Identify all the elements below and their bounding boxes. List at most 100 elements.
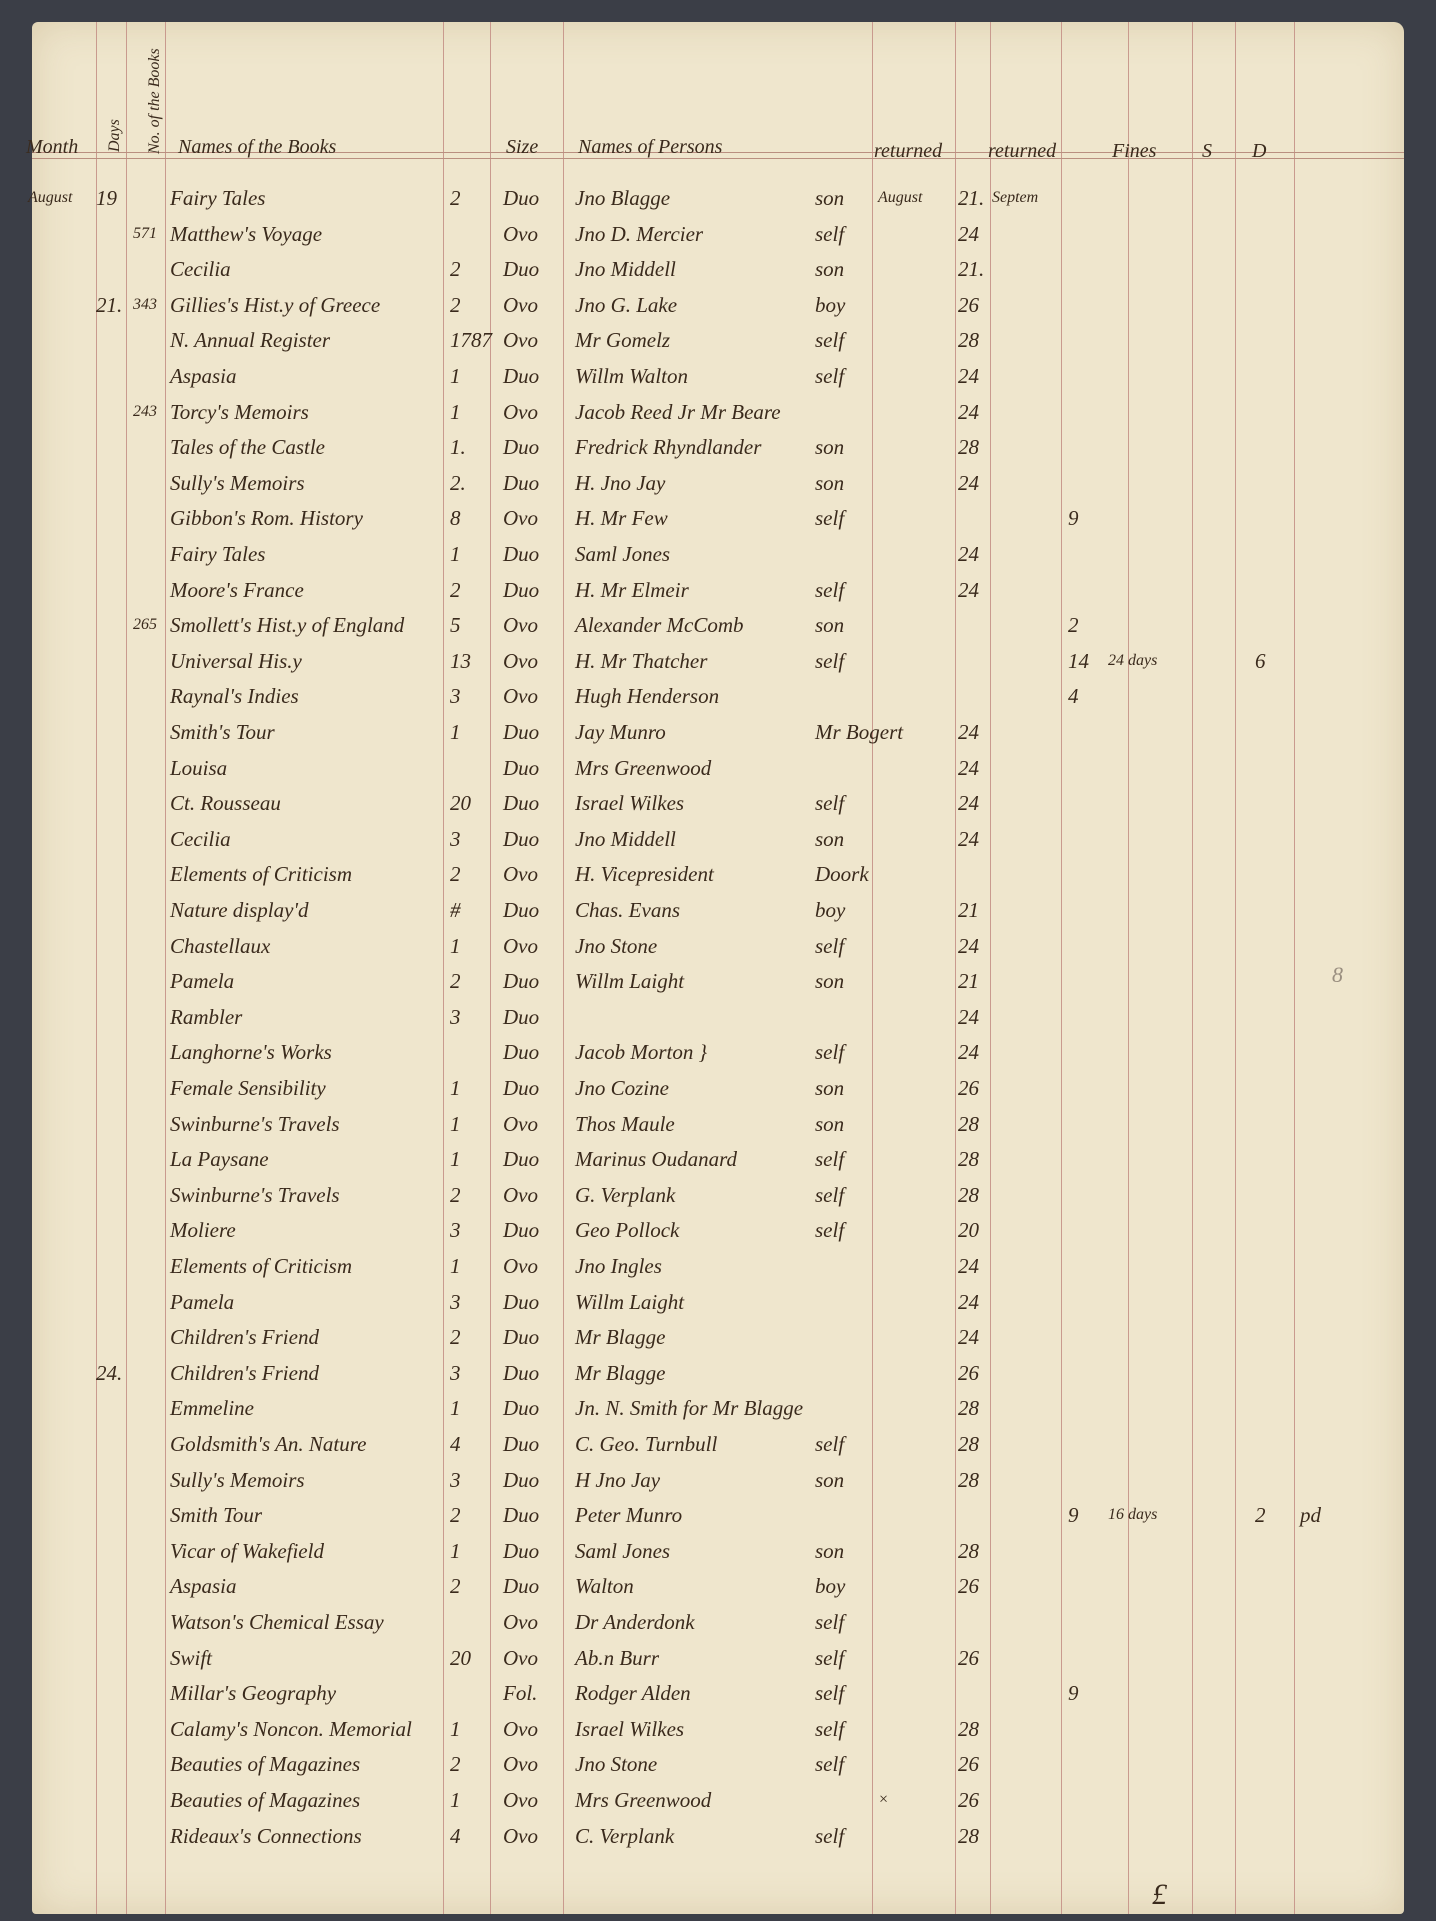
cell-vols: 2 — [450, 1752, 461, 1777]
cell-by: self — [815, 328, 845, 353]
cell-person: Willm Laight — [575, 969, 685, 994]
cell-person: Jno Cozine — [575, 1076, 669, 1100]
header-shillings: S — [1202, 140, 1212, 162]
cell-by: self — [815, 1182, 845, 1207]
cell-fines: 4 — [1068, 684, 1079, 709]
cell-ret-day: 24 — [958, 1040, 979, 1065]
column-rule — [990, 22, 991, 1914]
cell-vols: 2 — [450, 969, 461, 994]
cell-person: Jacob Reed Jr Mr Beare — [575, 399, 781, 424]
cell-size: Ovo — [503, 328, 538, 353]
cell-size: Duo — [503, 435, 540, 460]
cell-vols: 1 — [450, 364, 461, 388]
cell-person: Mrs Greenwood — [575, 755, 712, 780]
cell-ret-day: 21. — [958, 186, 985, 210]
cell-title: Smollett's Hist.y of England — [170, 613, 405, 638]
cell-title: Moore's France — [170, 577, 304, 602]
cell-ret-day: 28 — [958, 1182, 979, 1207]
header-returned-2: returned — [988, 140, 1057, 162]
cell-ret-day: 24 — [958, 933, 979, 958]
cell-person: Dr Anderdonk — [575, 1610, 695, 1634]
cell-person: H. Jno Jay — [575, 470, 666, 495]
cell-size: Duo — [503, 1218, 540, 1243]
cell-fines: 2 — [1068, 613, 1079, 638]
cell-title: Beauties of Magazines — [170, 1788, 361, 1812]
cell-size: Duo — [503, 1076, 540, 1100]
column-rule — [872, 22, 873, 1914]
cell-size: Duo — [503, 969, 540, 994]
cell-by: self — [815, 1432, 845, 1456]
cell-by: self — [815, 506, 845, 531]
cell-vols: 1 — [450, 720, 461, 744]
cell-ret-day: 24 — [958, 826, 979, 851]
cell-ret-day: 28 — [958, 1538, 979, 1563]
cell-size: Duo — [503, 1503, 540, 1528]
cell-size: Duo — [503, 826, 540, 851]
cell-by: self — [815, 933, 845, 958]
cell-title: Children's Friend — [170, 1360, 319, 1385]
cell-size: Ovo — [503, 1752, 538, 1777]
cell-title: Swift — [170, 1645, 213, 1670]
cell-fines: 14 — [1068, 648, 1089, 673]
cell-person: Ab.n Burr — [575, 1645, 659, 1670]
cell-by: son — [815, 257, 845, 282]
cell-vols: 3 — [450, 826, 461, 851]
cell-size: Duo — [503, 1432, 540, 1456]
cell-by: son — [815, 470, 845, 495]
cell-by: Mr Bogert — [815, 720, 904, 744]
cell-title: N. Annual Register — [170, 328, 331, 353]
cell-person: Jno D. Mercier — [575, 221, 704, 246]
cell-size: Ovo — [503, 684, 538, 709]
cell-size: Ovo — [503, 1610, 538, 1634]
cell-title: Raynal's Indies — [170, 684, 299, 709]
cell-vols: 1 — [450, 1788, 461, 1812]
cell-vols: 2 — [450, 257, 461, 282]
cell-ret-day: 24 — [958, 542, 979, 566]
cell-ret-day: 28 — [958, 1396, 979, 1421]
cell-person: Jno Blagge — [575, 186, 671, 210]
cell-size: Duo — [503, 1289, 540, 1314]
cell-size: Duo — [503, 898, 540, 922]
cell-size: Duo — [503, 1396, 540, 1421]
cell-size: Ovo — [503, 221, 538, 246]
cell-vols: # — [450, 898, 461, 922]
cell-vols: 1 — [450, 1538, 461, 1563]
cell-by: self — [815, 577, 845, 602]
cell-by: self — [815, 1645, 845, 1670]
header-rule — [32, 158, 1404, 159]
cell-title: Nature display'd — [170, 898, 309, 922]
cell-title: Beauties of Magazines — [170, 1752, 361, 1777]
cell-by: self — [815, 1610, 845, 1634]
cell-vols: 3 — [450, 1004, 461, 1029]
cell-title: Smith Tour — [170, 1503, 263, 1528]
cell-by: self — [815, 1716, 845, 1741]
cell-ret-day: 24 — [958, 1004, 979, 1029]
cell-ret-day: 28 — [958, 328, 979, 353]
cell-size: Ovo — [503, 1645, 538, 1670]
cell-ret-day: 24 — [958, 364, 979, 388]
cell-title: Pamela — [170, 1289, 235, 1314]
cell-size: Duo — [503, 1467, 540, 1492]
cell-by: self — [815, 791, 845, 816]
cell-by: son — [815, 826, 845, 851]
cell-size: Ovo — [503, 1254, 538, 1278]
cell-vols: 2. — [450, 470, 466, 495]
cell-vols: 1787 — [450, 328, 492, 353]
cell-size: Duo — [503, 1040, 540, 1065]
cell-title: Sully's Memoirs — [170, 470, 305, 495]
cell-ret-month: August — [878, 189, 923, 206]
header-book-names: Names of the Books — [178, 136, 337, 158]
cell-person: Jno Ingles — [575, 1254, 662, 1278]
cell-by: son — [815, 435, 845, 460]
cell-vols: 2 — [450, 1574, 461, 1599]
cell-vols: 13 — [450, 648, 471, 673]
cell-vols: 2 — [450, 292, 461, 317]
cell-person: Geo Pollock — [575, 1218, 680, 1243]
cell-person: Jn. N. Smith for Mr Blagge — [575, 1396, 804, 1421]
header-size: Size — [506, 136, 539, 158]
cell-fines: 9 — [1068, 506, 1079, 531]
cell-ret-day: 26 — [958, 292, 979, 317]
cell-size: Duo — [503, 542, 540, 566]
cell-title: Gillies's Hist.y of Greece — [170, 292, 381, 317]
column-rule — [126, 22, 127, 1914]
